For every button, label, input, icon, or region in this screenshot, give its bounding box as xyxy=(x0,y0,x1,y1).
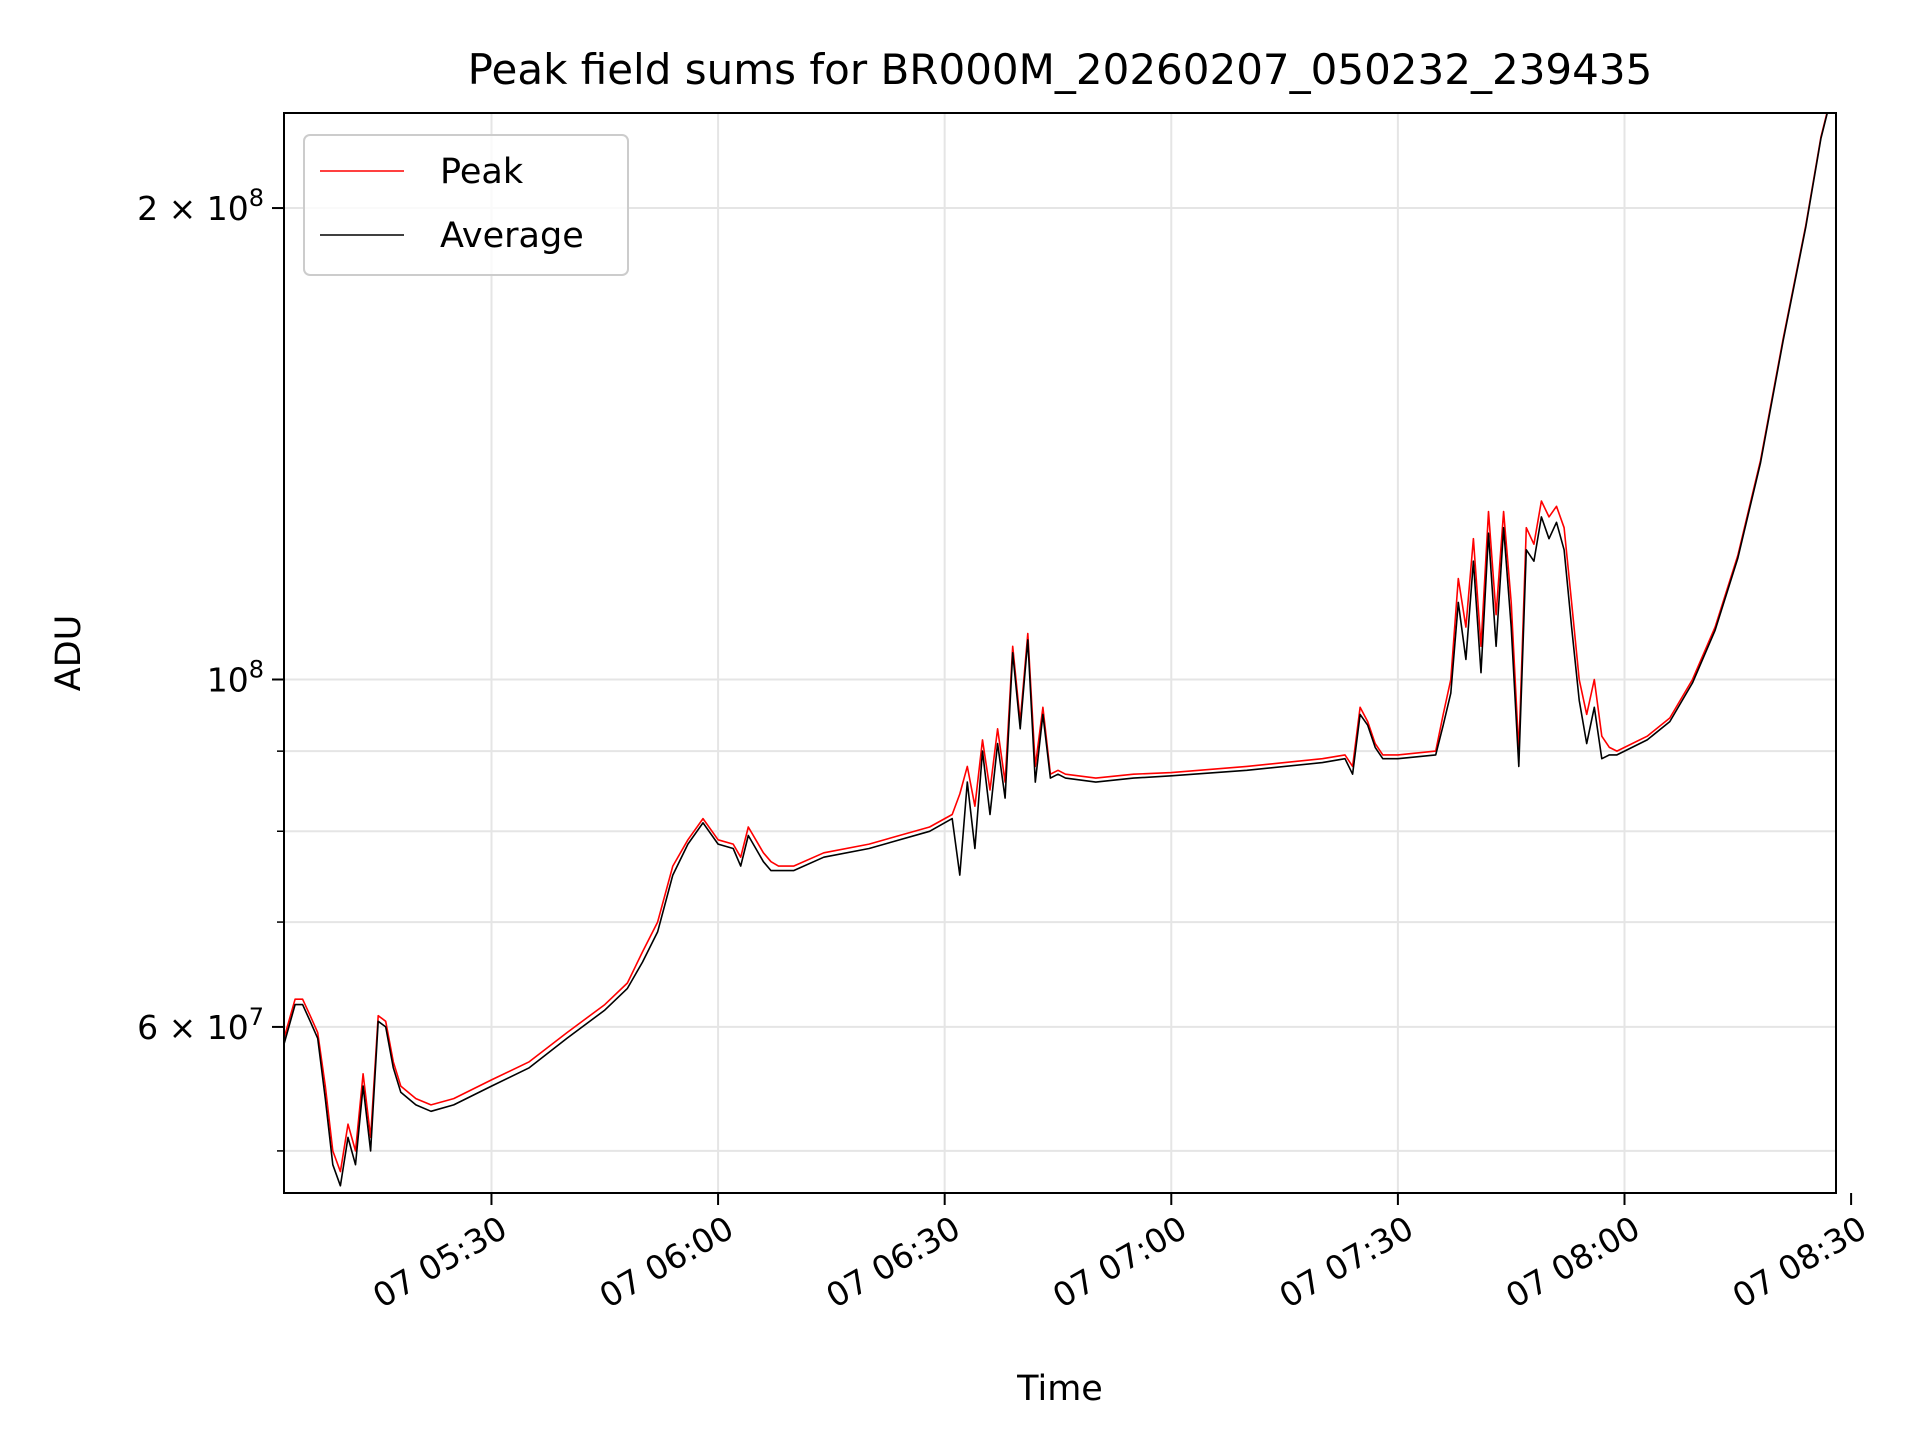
axes-frame xyxy=(283,112,1837,1194)
legend-label-average: Average xyxy=(440,216,584,256)
y-tick-label: 2 × 108 xyxy=(137,184,264,228)
series-line-peak xyxy=(284,113,1828,1173)
grid-lines xyxy=(284,113,1836,1193)
series-layer xyxy=(284,113,1829,1187)
legend-box xyxy=(303,134,629,276)
y-axis-label: ADU xyxy=(49,615,89,692)
y-tick-label: 108 xyxy=(207,655,264,699)
chart-title: Peak field sums for BR000M_20260207_0502… xyxy=(468,45,1653,94)
x-axis-label: Time xyxy=(1016,1369,1103,1409)
legend: Peak Average xyxy=(303,134,629,276)
legend-label-peak: Peak xyxy=(440,152,524,192)
series-line-average xyxy=(284,113,1829,1187)
y-tick-label: 6 × 107 xyxy=(137,1003,264,1047)
